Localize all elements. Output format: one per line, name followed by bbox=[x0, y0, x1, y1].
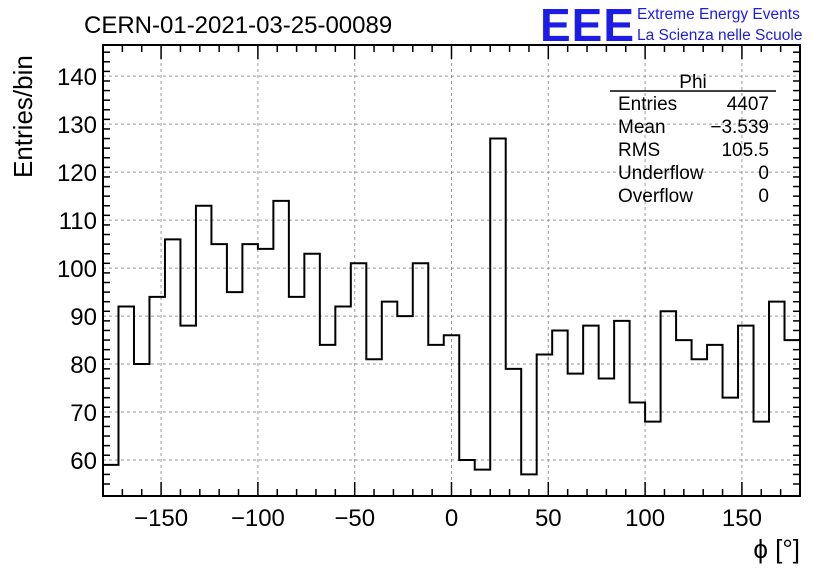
x-tick-label: 0 bbox=[445, 505, 458, 532]
stats-label: Overflow bbox=[618, 186, 693, 207]
x-tick-label: −100 bbox=[231, 505, 285, 532]
y-tick-label: 140 bbox=[57, 64, 97, 91]
y-tick-label: 70 bbox=[70, 400, 97, 427]
histogram-line bbox=[102, 137, 801, 496]
stats-box: Phi Entries 4407 Mean −3.539 RMS 105.5 Underfl… bbox=[610, 72, 776, 207]
y-tick-label: 100 bbox=[57, 256, 97, 283]
x-tick-label: −50 bbox=[334, 505, 375, 532]
y-tick-label: 130 bbox=[57, 112, 97, 139]
y-tick-label: 120 bbox=[57, 160, 97, 187]
stats-label: Mean bbox=[618, 117, 666, 138]
eee-logo: EEE Extreme Energy Events La Scienza nel… bbox=[540, 0, 802, 51]
y-tick-label: 90 bbox=[70, 304, 97, 331]
logo-line-2: La Scienza nelle Scuole bbox=[637, 27, 802, 44]
y-axis-title: Entries/bin bbox=[8, 55, 38, 178]
run-title: CERN-01-2021-03-25-00089 bbox=[84, 12, 392, 39]
stats-value: 0 bbox=[758, 163, 769, 184]
logo-line-1: Extreme Energy Events bbox=[637, 6, 800, 23]
x-tick-label: 50 bbox=[535, 505, 562, 532]
stats-value: 0 bbox=[758, 186, 769, 207]
stats-value: 4407 bbox=[727, 94, 769, 115]
tick-labels: −150 −100 −50 0 50 100 150 60 70 80 90 100 110 120 130… bbox=[57, 64, 762, 532]
grid-lines bbox=[103, 45, 800, 496]
stats-value: −3.539 bbox=[710, 117, 769, 138]
y-tick-label: 110 bbox=[59, 208, 97, 235]
axis-ticks bbox=[103, 45, 800, 496]
x-tick-label: −150 bbox=[134, 505, 188, 532]
x-tick-label: 100 bbox=[625, 505, 665, 532]
stats-label: Entries bbox=[618, 94, 677, 115]
x-tick-label: 150 bbox=[722, 505, 762, 532]
stats-title: Phi bbox=[679, 72, 706, 93]
x-axis-title: ϕ [°] bbox=[753, 534, 800, 564]
logo-text: EEE bbox=[540, 0, 635, 51]
y-tick-label: 60 bbox=[70, 448, 97, 475]
stats-label: RMS bbox=[618, 140, 660, 161]
stats-value: 105.5 bbox=[721, 140, 769, 161]
stats-label: Underflow bbox=[618, 163, 704, 184]
y-tick-label: 80 bbox=[70, 352, 97, 379]
